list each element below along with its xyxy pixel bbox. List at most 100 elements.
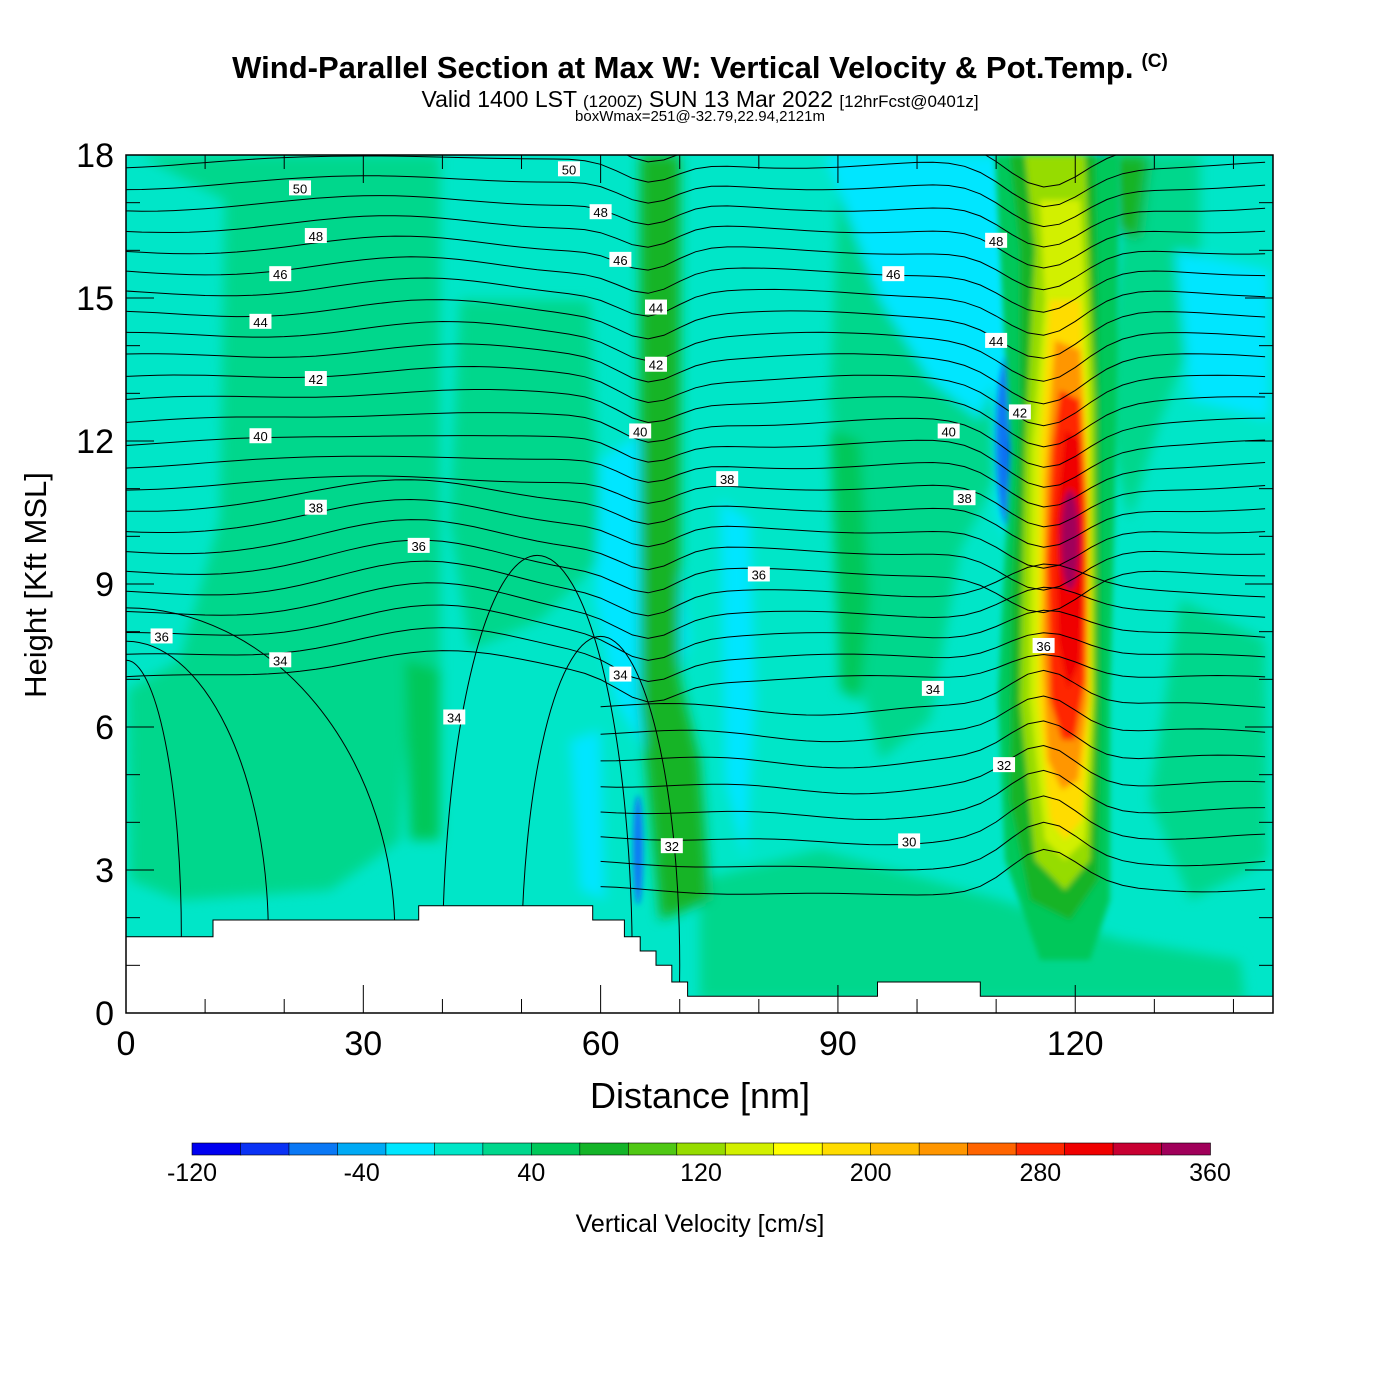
isentrope-line	[600, 795, 1266, 846]
isentrope-line	[126, 256, 1266, 313]
colorbar: -120 -40 40 120 200 280 360	[167, 1142, 1231, 1187]
isentrope-label-text: 34	[926, 682, 940, 697]
y-tick-label: 18	[76, 137, 114, 175]
y-tick-label: 3	[95, 852, 114, 890]
isentrope-label: 36	[407, 537, 430, 554]
x-tick-label: 0	[117, 1025, 136, 1063]
x-tick-label: 120	[1047, 1025, 1104, 1063]
colorbar-swatch	[240, 1142, 290, 1156]
isentrope-line	[126, 479, 1266, 548]
y-tick-label: 15	[76, 280, 114, 318]
colorbar-swatch	[531, 1142, 581, 1156]
isentrope-line	[600, 720, 1266, 769]
isentrope-line	[126, 195, 1266, 248]
colorbar-tick-label: 360	[1189, 1159, 1231, 1187]
isentrope-label: 46	[882, 266, 905, 282]
isentrope-label: 42	[644, 356, 667, 373]
isentrope-label: 46	[269, 266, 292, 282]
isentrope-label-text: 42	[1013, 405, 1027, 420]
isentrope-label-text: 40	[253, 429, 267, 444]
colorbar-label: Vertical Velocity [cm/s]	[576, 1210, 825, 1238]
isentrope-line	[126, 560, 1266, 617]
isentrope-label-text: 40	[633, 424, 647, 439]
isentrope-line	[126, 455, 1266, 508]
copyright-mark: (C)	[1141, 50, 1168, 72]
isentrope-line	[600, 848, 1266, 896]
colorbar-tick-label: 40	[517, 1159, 545, 1187]
isentrope-line	[126, 539, 1266, 614]
box-wmax-info: boxWmax=251@-32.79,22.94,2121m	[575, 108, 825, 125]
y-tick-label: 0	[95, 995, 114, 1033]
isentrope-label-text: 44	[989, 334, 1003, 349]
isentrope-label: 34	[269, 652, 292, 668]
isentrope-label-text: 44	[649, 301, 663, 316]
isentrope-label-text: 50	[293, 181, 307, 196]
terrain-mask	[125, 905, 1274, 1014]
isentrope-line	[126, 389, 1266, 448]
isentrope-label: 36	[747, 566, 770, 582]
isentrope-label: 38	[716, 471, 739, 487]
isentrope-label-text: 34	[613, 668, 627, 683]
x-tick-label: 60	[582, 1025, 620, 1063]
isentrope-line	[600, 744, 1266, 795]
colorbar-swatch	[288, 1142, 339, 1156]
isentrope-label: 34	[443, 709, 466, 725]
isentrope-label-text: 30	[902, 834, 916, 849]
isentrope-label-text: 48	[593, 205, 607, 220]
isentrope-label: 50	[557, 161, 580, 177]
isentrope-label: 48	[985, 232, 1008, 249]
x-tick-label: 30	[344, 1025, 382, 1063]
x-axis: 0 30 60 90 120	[117, 155, 1234, 1063]
isentrope-line	[126, 343, 1266, 405]
isentrope-label: 44	[644, 299, 667, 316]
isentrope-label-text: 50	[562, 162, 576, 177]
isentrope-line	[126, 650, 1266, 703]
isentrope-label: 32	[660, 838, 683, 854]
isentrope-label: 42	[1008, 404, 1031, 420]
isentrope-label-text: 42	[309, 372, 323, 387]
isentrope-labels: 50 50 48 48 48 46 46 46 44 44 44 42 42 42 40 40 40 38 38 38…	[150, 161, 1055, 854]
colorbar-swatch	[821, 1142, 872, 1156]
colorbar-swatch	[579, 1142, 630, 1156]
isentrope-label: 40	[249, 428, 272, 444]
colorbar-swatch	[385, 1142, 436, 1156]
isentrope-label: 44	[249, 313, 272, 330]
colorbar-swatch	[967, 1142, 1017, 1156]
colorbar-swatch	[482, 1142, 533, 1156]
isentrope-label: 32	[993, 757, 1016, 773]
colorbar-swatch	[191, 1142, 242, 1156]
velocity-field	[126, 155, 1273, 1013]
isentrope-label: 48	[304, 228, 327, 244]
colorbar-swatch	[337, 1142, 387, 1156]
isentrope-line	[126, 475, 1266, 528]
chart-title: Wind-Parallel Section at Max W: Vertical…	[232, 50, 1168, 85]
isentrope-label-text: 42	[649, 358, 663, 373]
isentrope-label-text: 36	[154, 629, 168, 644]
isentrope-line	[126, 582, 1266, 639]
x-tick-label: 90	[819, 1025, 857, 1063]
colorbar-swatch	[773, 1142, 823, 1156]
colorbar-swatch	[870, 1142, 920, 1156]
isentrope-label: 40	[629, 423, 652, 439]
isentrope-line	[126, 604, 1266, 661]
y-tick-label: 9	[95, 566, 114, 604]
isentrope-label: 30	[898, 833, 921, 849]
isentrope-label: 34	[609, 666, 632, 683]
isentrope-line	[126, 519, 1266, 591]
colorbar-swatch	[1112, 1142, 1163, 1156]
isentrope-line	[126, 215, 1266, 269]
isentrope-label-text: 40	[941, 424, 955, 439]
colorbar-swatch	[1015, 1142, 1066, 1156]
isentrope-label-text: 38	[720, 472, 734, 487]
colorbar-swatch	[918, 1142, 969, 1156]
isentrope-line	[126, 627, 1266, 683]
isentrope-line	[126, 299, 1266, 359]
isentrope-line	[126, 175, 1266, 228]
isentrope-label-text: 46	[273, 267, 287, 282]
colorbar-tick-label: -40	[344, 1159, 380, 1187]
colorbar-swatch	[1064, 1142, 1114, 1156]
valid-time: Valid 1400 LST (1200Z) SUN 13 Mar 2022 […	[421, 86, 979, 112]
isentrope-label-text: 32	[665, 839, 679, 854]
isentrope-label-text: 38	[957, 491, 971, 506]
